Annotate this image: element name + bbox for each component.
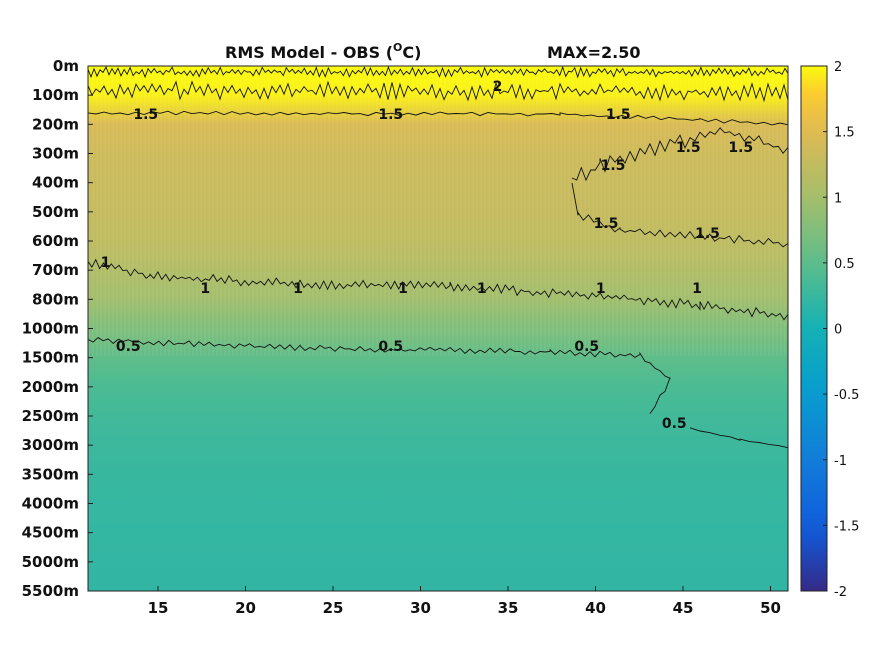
y-axis-ticks: 0m 100m 200m 300m 400m 500m 600m 700m 800m 1000m 1… — [22, 57, 93, 600]
contour-label: 1.5 — [728, 140, 753, 156]
contour-label: 1.5 — [133, 107, 158, 123]
contour-label: 1 — [200, 281, 210, 297]
chart-title: RMS Model - OBS (OC) — [225, 41, 421, 62]
y-tick-label: 1500m — [22, 349, 79, 367]
contour-label: 0.5 — [662, 416, 687, 432]
y-tick-label: 3500m — [22, 465, 79, 483]
colorbar-gradient — [800, 65, 828, 592]
y-tick-label: 5000m — [22, 553, 79, 571]
contour-line-1-5 — [88, 110, 788, 126]
y-tick-label: 2000m — [22, 378, 79, 396]
x-axis-ticks: 15 20 25 30 35 40 45 50 — [148, 586, 781, 617]
colorbar-tick-label: -1 — [834, 454, 847, 469]
y-tick-label: 3000m — [22, 436, 79, 454]
colorbar-tick-label: -0.5 — [834, 388, 859, 403]
y-tick-label: 100m — [32, 86, 79, 104]
x-tick-label: 25 — [323, 599, 344, 617]
colorbar-tick-label: 1 — [834, 191, 842, 206]
contour-line-0-5 — [689, 427, 788, 449]
contour-label: 1 — [596, 281, 606, 297]
x-tick-label: 35 — [498, 599, 519, 617]
contour-label: 1.5 — [594, 216, 619, 232]
contour-labels: 1.5 1.5 1.5 1.5 1.5 1.5 1.5 1.5 2 1 1 1 1 1 1 1 0.5 0.5 0.… — [101, 79, 754, 432]
contour-line-1-5 — [571, 126, 788, 182]
x-tick-label: 30 — [410, 599, 431, 617]
colorbar-tick-label: -2 — [834, 585, 847, 600]
x-tick-label: 45 — [673, 599, 694, 617]
contour-label: 1 — [692, 281, 702, 297]
y-tick-label: 4500m — [22, 524, 79, 542]
y-tick-label: 5500m — [22, 582, 79, 600]
contour-label: 1 — [477, 281, 487, 297]
contour-label: 1 — [293, 281, 303, 297]
colorbar: 2 1.5 1 0.5 0 -0.5 -1 -1.5 -2 — [800, 60, 859, 600]
contour-line-0-5 — [88, 337, 671, 414]
x-tick-label: 50 — [760, 599, 781, 617]
y-tick-label: 4000m — [22, 495, 79, 513]
y-tick-label: 300m — [32, 145, 79, 163]
y-tick-label: 600m — [32, 232, 79, 250]
colorbar-tick-label: 0.5 — [834, 257, 855, 272]
y-tick-label: 800m — [32, 290, 79, 308]
chart-title-main: RMS Model - OBS ( — [225, 43, 393, 62]
y-tick-label: 2500m — [22, 407, 79, 425]
contour-label: 2 — [493, 79, 503, 95]
contour-label: 1.5 — [601, 158, 626, 174]
contour-label: 0.5 — [116, 339, 141, 355]
contour-line-1 — [88, 258, 788, 321]
contour-line-2 — [88, 66, 788, 79]
contour-line-1-5 — [571, 182, 788, 248]
y-tick-label: 700m — [32, 261, 79, 279]
contour-label: 1.5 — [606, 107, 631, 123]
y-tick-label: 500m — [32, 203, 79, 221]
heatmap-texture — [88, 66, 788, 356]
y-tick-label: 200m — [32, 115, 79, 133]
plot-area: 1.5 1.5 1.5 1.5 1.5 1.5 1.5 1.5 2 1 1 1 1 1 1 1 0.5 0.5 0.… — [87, 65, 789, 592]
y-tick-label: 400m — [32, 174, 79, 192]
colorbar-tick-label: -1.5 — [834, 519, 859, 534]
colorbar-tick-label: 2 — [834, 60, 842, 75]
colorbar-tick-label: 1.5 — [834, 126, 855, 141]
colorbar-ticks: 2 1.5 1 0.5 0 -0.5 -1 -1.5 -2 — [823, 60, 859, 600]
y-tick-label: 0m — [53, 57, 79, 75]
x-tick-label: 40 — [585, 599, 606, 617]
chart-title-superscript: O — [393, 41, 402, 54]
contour-line-2 — [88, 80, 788, 103]
contour-label: 1 — [398, 281, 408, 297]
contour-label: 0.5 — [574, 339, 599, 355]
y-tick-label: 1000m — [22, 320, 79, 338]
contour-lines — [88, 66, 788, 449]
contour-label: 1.5 — [378, 107, 403, 123]
contour-label: 1 — [101, 255, 111, 271]
contour-label: 1.5 — [676, 140, 701, 156]
max-label: MAX=2.50 — [547, 43, 641, 62]
contour-label: 1.5 — [695, 226, 720, 242]
x-tick-label: 20 — [235, 599, 256, 617]
x-tick-label: 15 — [148, 599, 169, 617]
chart-title-unit: C) — [402, 43, 421, 62]
contour-label: 0.5 — [378, 339, 403, 355]
colorbar-tick-label: 0 — [834, 323, 842, 338]
